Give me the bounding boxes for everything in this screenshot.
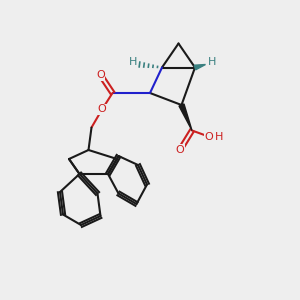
Polygon shape bbox=[179, 104, 192, 130]
Text: O: O bbox=[98, 104, 106, 115]
Text: O: O bbox=[96, 70, 105, 80]
Polygon shape bbox=[194, 64, 206, 70]
Text: H: H bbox=[215, 131, 223, 142]
Text: H: H bbox=[208, 57, 216, 67]
Text: O: O bbox=[176, 145, 184, 155]
Text: H: H bbox=[129, 57, 138, 67]
Text: O: O bbox=[204, 131, 213, 142]
